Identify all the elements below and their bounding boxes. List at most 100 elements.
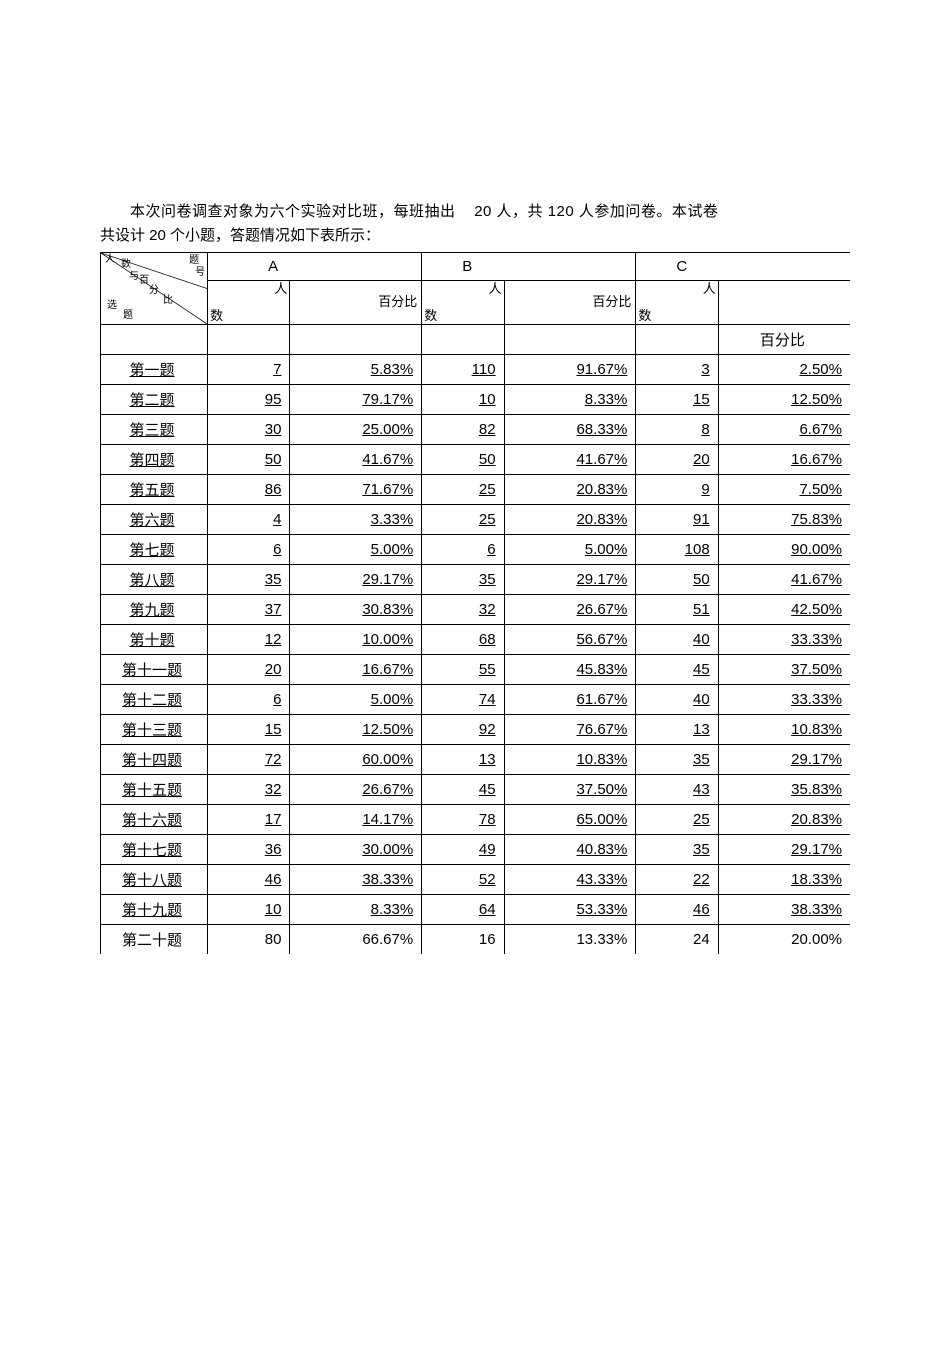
b-pct: 56.67%	[504, 625, 636, 655]
intro-text: 本次问卷调查对象为六个实验对比班，每班抽出 20 人，共 120 人参加问卷。本…	[100, 200, 850, 248]
c-count: 40	[636, 685, 718, 715]
b-count: 25	[422, 505, 504, 535]
row-label: 第十一题	[101, 655, 208, 685]
c-pct: 20.00%	[718, 925, 850, 955]
row-label: 第十二题	[101, 685, 208, 715]
a-count: 12	[208, 625, 290, 655]
b-count: 49	[422, 835, 504, 865]
sub-header-b-count: 人 数	[422, 281, 504, 325]
a-pct: 10.00%	[290, 625, 422, 655]
a-count: 7	[208, 355, 290, 385]
a-pct: 60.00%	[290, 745, 422, 775]
row-label: 第一题	[101, 355, 208, 385]
a-pct: 30.83%	[290, 595, 422, 625]
b-pct: 43.33%	[504, 865, 636, 895]
sub-header-b-pct: 百分比	[504, 281, 636, 325]
a-pct: 5.83%	[290, 355, 422, 385]
c-count: 50	[636, 565, 718, 595]
c-pct: 6.67%	[718, 415, 850, 445]
b-pct: 37.50%	[504, 775, 636, 805]
a-pct: 26.67%	[290, 775, 422, 805]
table-row: 第一题 7 5.83% 110 91.67% 3 2.50%	[101, 355, 851, 385]
table-row: 第十八题 46 38.33% 52 43.33% 22 18.33%	[101, 865, 851, 895]
a-pct: 16.67%	[290, 655, 422, 685]
a-pct: 66.67%	[290, 925, 422, 955]
table-row: 第十一题 20 16.67% 55 45.83% 45 37.50%	[101, 655, 851, 685]
c-count: 9	[636, 475, 718, 505]
table-row: 第十题 12 10.00% 68 56.67% 40 33.33%	[101, 625, 851, 655]
intro-line2: 共设计 20 个小题，答题情况如下表所示：	[100, 224, 850, 248]
a-pct: 79.17%	[290, 385, 422, 415]
row-label: 第二题	[101, 385, 208, 415]
table-row: 第十六题 17 14.17% 78 65.00% 25 20.83%	[101, 805, 851, 835]
sub-header-a-pct: 百分比	[290, 281, 422, 325]
c-count: 22	[636, 865, 718, 895]
table-row: 第三题 30 25.00% 82 68.33% 8 6.67%	[101, 415, 851, 445]
table-row: 第十七题 36 30.00% 49 40.83% 35 29.17%	[101, 835, 851, 865]
c-count: 43	[636, 775, 718, 805]
c-pct: 2.50%	[718, 355, 850, 385]
a-pct: 14.17%	[290, 805, 422, 835]
table-row: 第六题 4 3.33% 25 20.83% 91 75.83%	[101, 505, 851, 535]
a-count: 6	[208, 535, 290, 565]
a-pct: 12.50%	[290, 715, 422, 745]
a-pct: 71.67%	[290, 475, 422, 505]
a-count: 30	[208, 415, 290, 445]
row-label: 第五题	[101, 475, 208, 505]
c-pct: 29.17%	[718, 745, 850, 775]
c-pct: 37.50%	[718, 655, 850, 685]
empty-cell	[290, 325, 422, 355]
a-count: 46	[208, 865, 290, 895]
a-count: 86	[208, 475, 290, 505]
empty-cell	[636, 325, 718, 355]
c-count: 35	[636, 745, 718, 775]
row-label: 第十三题	[101, 715, 208, 745]
b-count: 64	[422, 895, 504, 925]
a-count: 72	[208, 745, 290, 775]
row-label: 第三题	[101, 415, 208, 445]
a-pct: 25.00%	[290, 415, 422, 445]
row-label: 第六题	[101, 505, 208, 535]
c-pct: 33.33%	[718, 685, 850, 715]
b-count: 52	[422, 865, 504, 895]
empty-cell	[422, 325, 504, 355]
a-count: 50	[208, 445, 290, 475]
table-row: 第十四题 72 60.00% 13 10.83% 35 29.17%	[101, 745, 851, 775]
a-pct: 30.00%	[290, 835, 422, 865]
row-label: 第七题	[101, 535, 208, 565]
b-count: 13	[422, 745, 504, 775]
a-count: 15	[208, 715, 290, 745]
table-row: 第十三题 15 12.50% 92 76.67% 13 10.83%	[101, 715, 851, 745]
b-pct: 45.83%	[504, 655, 636, 685]
row-label: 第十题	[101, 625, 208, 655]
c-pct: 7.50%	[718, 475, 850, 505]
a-pct: 41.67%	[290, 445, 422, 475]
b-pct: 41.67%	[504, 445, 636, 475]
c-count: 40	[636, 625, 718, 655]
empty-cell	[101, 325, 208, 355]
header-row-1: 人 数 与 百 分 比 题 号 选 题 A B C	[101, 253, 851, 281]
b-count: 50	[422, 445, 504, 475]
c-count: 46	[636, 895, 718, 925]
b-count: 55	[422, 655, 504, 685]
table-row: 第二题 95 79.17% 10 8.33% 15 12.50%	[101, 385, 851, 415]
b-count: 78	[422, 805, 504, 835]
b-pct: 61.67%	[504, 685, 636, 715]
a-count: 36	[208, 835, 290, 865]
c-count: 51	[636, 595, 718, 625]
b-pct: 65.00%	[504, 805, 636, 835]
c-count: 8	[636, 415, 718, 445]
a-count: 6	[208, 685, 290, 715]
c-pct: 90.00%	[718, 535, 850, 565]
b-pct: 91.67%	[504, 355, 636, 385]
b-count: 6	[422, 535, 504, 565]
row-label: 第九题	[101, 595, 208, 625]
b-count: 32	[422, 595, 504, 625]
b-pct: 5.00%	[504, 535, 636, 565]
row-label: 第十九题	[101, 895, 208, 925]
table-row: 第十二题 6 5.00% 74 61.67% 40 33.33%	[101, 685, 851, 715]
header-row-3: 百分比	[101, 325, 851, 355]
b-pct: 26.67%	[504, 595, 636, 625]
intro-part2: 20 人，共 120 人参加问卷。本试卷	[474, 203, 718, 220]
c-count: 24	[636, 925, 718, 955]
